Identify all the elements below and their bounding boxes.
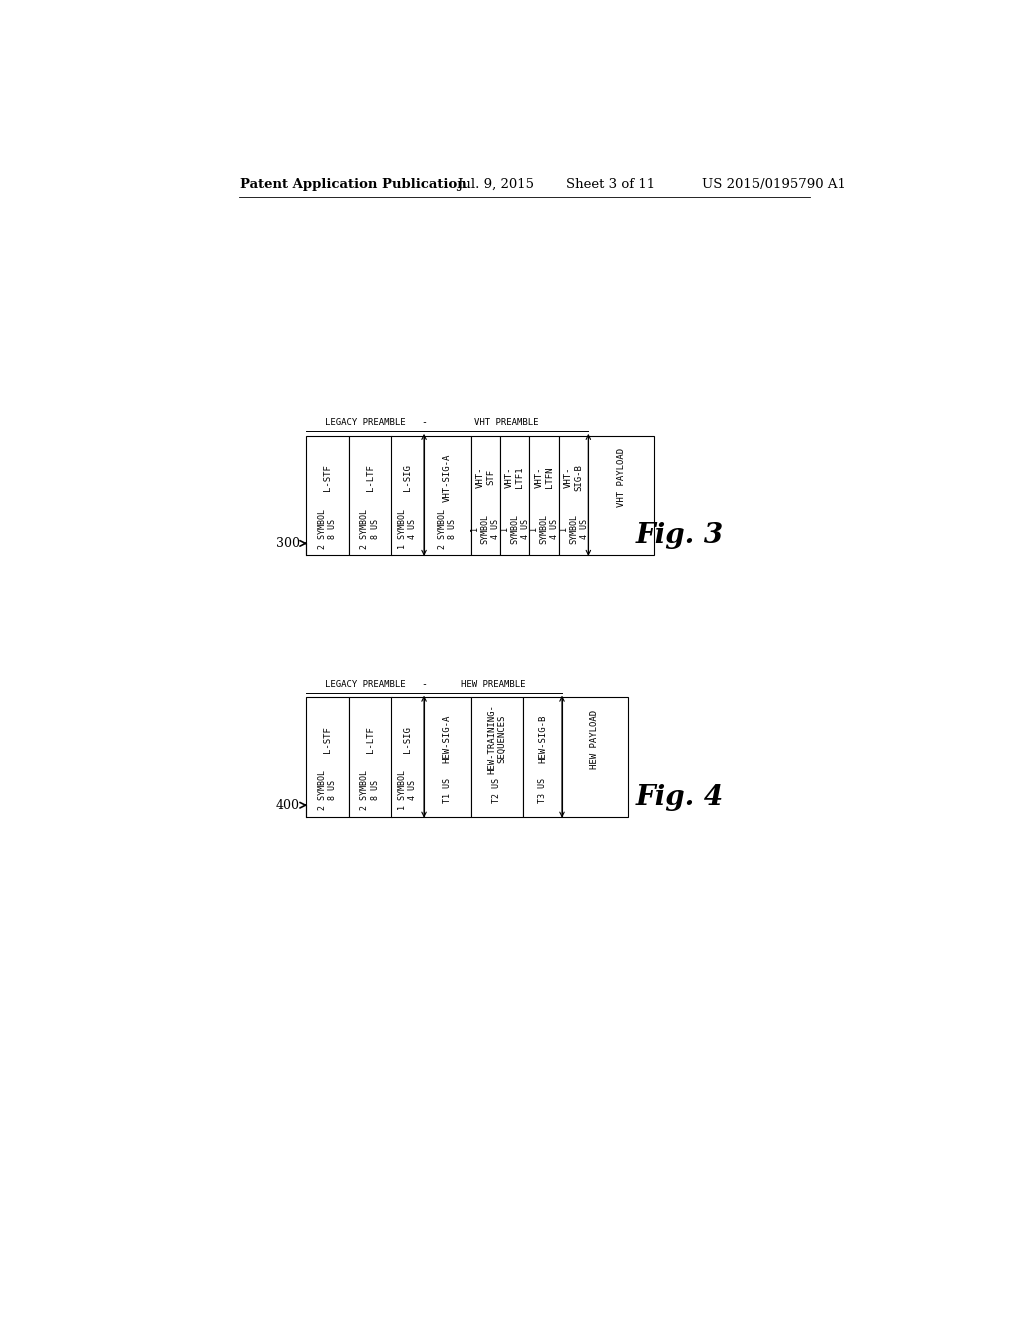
Text: L-SIG: L-SIG [403, 726, 413, 752]
Text: HEW-SIG-A: HEW-SIG-A [442, 715, 452, 763]
Text: Patent Application Publication: Patent Application Publication [241, 178, 467, 190]
Bar [349, 697, 391, 817]
Text: VHT PAYLOAD: VHT PAYLOAD [616, 447, 626, 507]
Text: L-STF: L-STF [323, 726, 332, 752]
Text: 1
SYMBOL
4 US: 1 SYMBOL 4 US [470, 513, 500, 544]
Text: VHT-
LTF1: VHT- LTF1 [505, 467, 524, 488]
Bar [523, 697, 562, 817]
Text: 1
SYMBOL
4 US: 1 SYMBOL 4 US [559, 513, 589, 544]
Text: 400: 400 [276, 799, 300, 812]
Bar [306, 436, 349, 554]
Bar [559, 436, 589, 554]
Text: T3 US: T3 US [539, 777, 547, 803]
Text: VHT-
STF: VHT- STF [475, 467, 495, 488]
Text: 1
SYMBOL
4 US: 1 SYMBOL 4 US [500, 513, 529, 544]
Bar [471, 436, 500, 554]
Text: 1 SYMBOL
4 US: 1 SYMBOL 4 US [398, 508, 418, 549]
Bar [391, 697, 424, 817]
Text: T1 US: T1 US [442, 777, 452, 803]
Bar [424, 697, 471, 817]
Text: 1
SYMBOL
4 US: 1 SYMBOL 4 US [529, 513, 559, 544]
Text: VHT-
SIG-B: VHT- SIG-B [564, 463, 584, 491]
Text: Sheet 3 of 11: Sheet 3 of 11 [566, 178, 655, 190]
Bar [391, 436, 424, 554]
Text: L-SIG: L-SIG [403, 463, 413, 491]
Text: Jul. 9, 2015: Jul. 9, 2015 [458, 178, 535, 190]
Text: VHT-SIG-A: VHT-SIG-A [442, 453, 452, 502]
Text: VHT-
LTFN: VHT- LTFN [535, 467, 554, 488]
Text: -: - [421, 678, 427, 689]
Text: 2 SYMBOL
8 US: 2 SYMBOL 8 US [317, 771, 337, 810]
Text: L-LTF: L-LTF [366, 463, 375, 491]
Bar [424, 436, 471, 554]
Bar [589, 436, 654, 554]
Bar [471, 697, 523, 817]
Text: LEGACY PREAMBLE: LEGACY PREAMBLE [325, 680, 406, 689]
Text: LEGACY PREAMBLE: LEGACY PREAMBLE [325, 418, 406, 428]
Text: HEW-TRAINING-
SEQUENCES: HEW-TRAINING- SEQUENCES [487, 705, 507, 774]
Text: Fig. 3: Fig. 3 [636, 523, 724, 549]
Text: 2 SYMBOL
8 US: 2 SYMBOL 8 US [437, 508, 457, 549]
Text: T2 US: T2 US [493, 777, 502, 803]
Text: Fig. 4: Fig. 4 [636, 784, 724, 810]
Text: HEW-SIG-B: HEW-SIG-B [539, 715, 547, 763]
Text: 300: 300 [276, 537, 300, 550]
Bar [306, 697, 349, 817]
Text: HEW PREAMBLE: HEW PREAMBLE [461, 680, 525, 689]
Text: 2 SYMBOL
8 US: 2 SYMBOL 8 US [317, 508, 337, 549]
Text: L-STF: L-STF [323, 463, 332, 491]
Bar [349, 436, 391, 554]
Text: L-LTF: L-LTF [366, 726, 375, 752]
Text: 2 SYMBOL
8 US: 2 SYMBOL 8 US [360, 771, 380, 810]
Bar [500, 436, 529, 554]
Text: -: - [421, 417, 427, 428]
Text: VHT PREAMBLE: VHT PREAMBLE [474, 418, 539, 428]
Text: US 2015/0195790 A1: US 2015/0195790 A1 [701, 178, 846, 190]
Bar [529, 436, 559, 554]
Bar [562, 697, 628, 817]
Text: HEW PAYLOAD: HEW PAYLOAD [591, 710, 599, 768]
Text: 2 SYMBOL
8 US: 2 SYMBOL 8 US [360, 508, 380, 549]
Text: 1 SYMBOL
4 US: 1 SYMBOL 4 US [398, 771, 418, 810]
